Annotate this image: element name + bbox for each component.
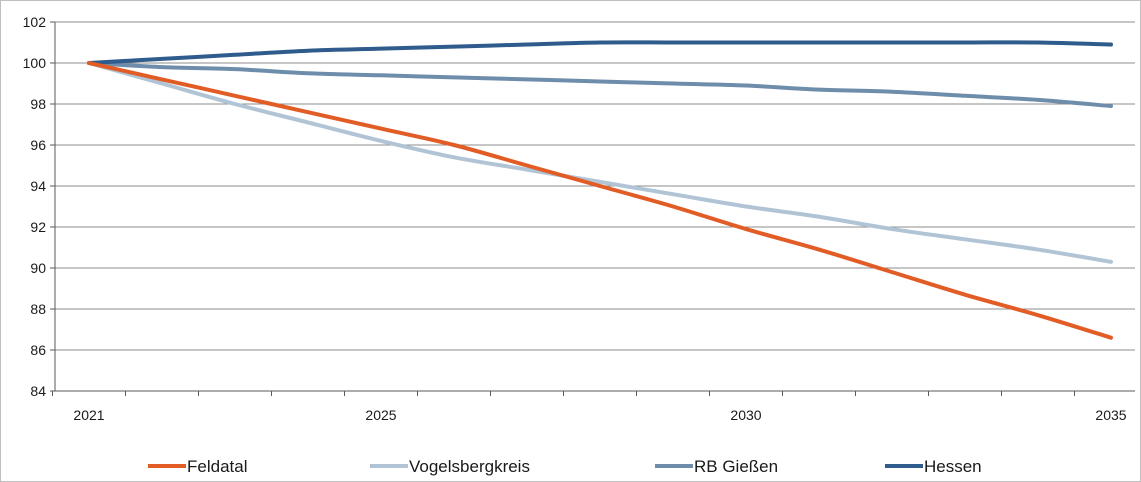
- legend-label-feldatal: Feldatal: [187, 457, 247, 476]
- x-tick-label: 2030: [730, 407, 761, 423]
- y-tick-label: 102: [23, 14, 47, 30]
- series-line-rb-gie-en: [87, 61, 1113, 109]
- legend-label-vogelsbergkreis: Vogelsbergkreis: [409, 457, 530, 476]
- y-axis-ticks: 84 86 88 90 92 94 96 98 100 102: [23, 14, 55, 399]
- legend-label-hessen: Hessen: [924, 457, 982, 476]
- x-tick-label: 2025: [365, 407, 396, 423]
- y-tick-label: 100: [23, 55, 47, 71]
- y-tick-label: 86: [30, 342, 46, 358]
- y-tick-label: 92: [30, 219, 46, 235]
- y-tick-label: 88: [30, 301, 46, 317]
- y-tick-label: 84: [30, 383, 46, 399]
- y-tick-label: 98: [30, 96, 46, 112]
- axes: [54, 22, 1135, 392]
- series-line-hessen: [87, 40, 1113, 65]
- x-tick-label: 2035: [1095, 407, 1126, 423]
- legend-label-rb-gie-en: RB Gießen: [694, 457, 778, 476]
- y-tick-label: 94: [30, 178, 46, 194]
- series-line-feldatal: [87, 61, 1113, 340]
- series-lines: [87, 40, 1113, 340]
- gridlines: [55, 21, 1135, 351]
- y-tick-label: 90: [30, 260, 46, 276]
- x-tick-label: 2021: [73, 407, 104, 423]
- x-axis-ticks: 2021 2025 2030 2035: [52, 391, 1127, 423]
- y-tick-label: 96: [30, 137, 46, 153]
- legend: Feldatal Vogelsbergkreis RB Gießen Hessen: [148, 457, 982, 476]
- series-line-vogelsbergkreis: [87, 61, 1113, 264]
